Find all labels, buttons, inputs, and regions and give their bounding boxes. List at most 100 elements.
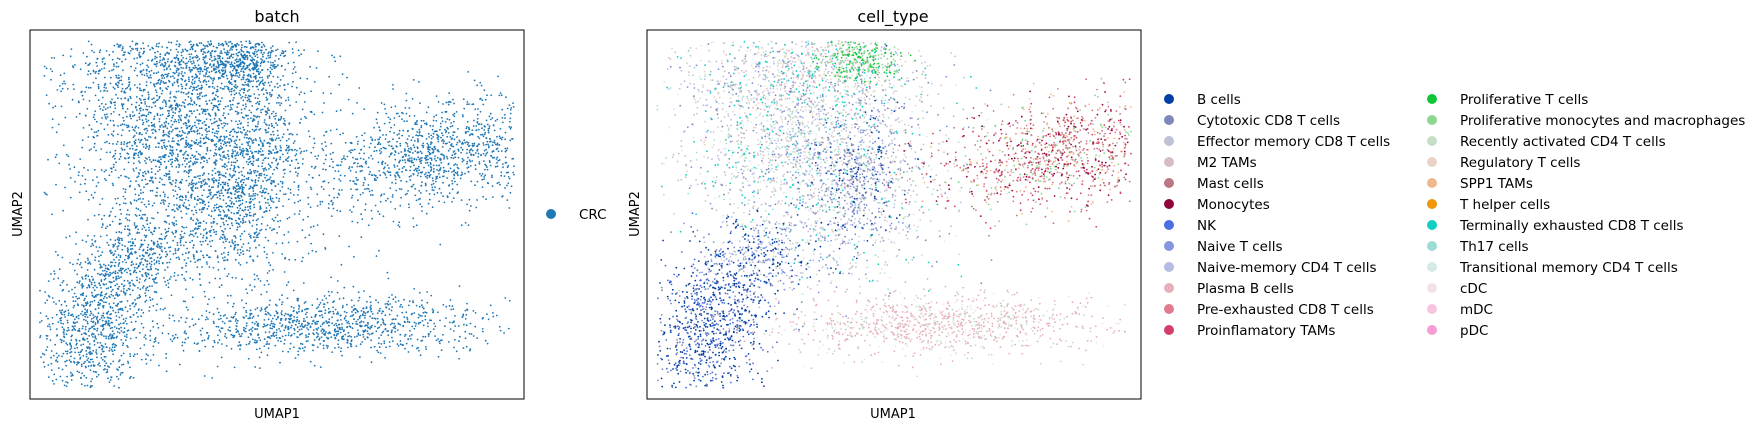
scatter-point — [120, 143, 123, 146]
scatter-point — [408, 150, 411, 153]
scatter-point — [168, 178, 171, 181]
scatter-point — [389, 174, 392, 177]
scatter-point — [474, 184, 476, 187]
scatter-point — [322, 233, 325, 236]
scatter-point — [141, 133, 143, 136]
scatter-point — [177, 90, 180, 93]
scatter-point — [222, 66, 224, 69]
scatter-point — [435, 159, 437, 162]
scatter-point — [99, 263, 101, 266]
scatter-point — [429, 157, 431, 160]
scatter-point — [240, 88, 243, 90]
scatter-point — [304, 236, 307, 239]
scatter-point — [206, 254, 208, 257]
scatter-point — [135, 199, 138, 202]
scatter-point — [267, 54, 269, 57]
scatter-point — [285, 99, 287, 102]
scatter-point — [165, 105, 167, 108]
scatter-point — [142, 198, 145, 200]
scatter-point — [225, 130, 228, 132]
scatter-point — [266, 224, 269, 227]
scatter-point — [45, 67, 48, 70]
scatter-point — [116, 375, 118, 378]
scatter-point — [206, 108, 209, 111]
scatter-point — [417, 172, 420, 175]
scatter-point — [215, 179, 218, 182]
scatter-point — [193, 161, 196, 163]
scatter-point — [360, 236, 363, 239]
scatter-point — [336, 209, 339, 212]
scatter-point — [239, 207, 242, 210]
scatter-point — [256, 184, 258, 187]
scatter-point — [258, 115, 261, 118]
scatter-point — [276, 102, 278, 104]
scatter-point — [361, 169, 363, 172]
scatter-point — [167, 134, 169, 137]
scatter-point — [220, 192, 223, 195]
scatter-point — [249, 284, 252, 287]
scatter-point — [418, 131, 421, 134]
scatter-point — [230, 222, 233, 225]
scatter-point — [266, 77, 269, 79]
scatter-point — [453, 169, 456, 172]
scatter-point — [215, 143, 218, 145]
scatter-point — [221, 139, 224, 142]
scatter-point — [260, 174, 262, 177]
scatter-point — [272, 75, 275, 78]
scatter-point — [263, 139, 266, 142]
scatter-point — [478, 123, 481, 126]
scatter-point — [216, 222, 219, 225]
scatter-point — [260, 51, 263, 54]
scatter-point — [509, 120, 511, 123]
scatter-point — [221, 237, 224, 240]
scatter-point — [189, 157, 192, 160]
scatter-point — [424, 157, 426, 160]
scatter-point — [206, 75, 209, 78]
scatter-point — [242, 88, 245, 91]
scatter-point — [234, 157, 237, 160]
scatter-point — [253, 51, 256, 53]
scatter-point — [388, 155, 391, 158]
scatter-point — [159, 83, 162, 86]
scatter-point — [491, 117, 494, 119]
scatter-point — [232, 74, 234, 77]
scatter-point — [433, 168, 435, 170]
scatter-point — [157, 342, 160, 344]
scatter-point — [231, 48, 234, 51]
scatter-point — [177, 135, 179, 138]
scatter-point — [206, 243, 209, 246]
scatter-point — [202, 207, 204, 209]
scatter-point — [290, 132, 292, 135]
scatter-point — [371, 157, 374, 160]
scatter-point — [318, 174, 321, 177]
scatter-point — [266, 272, 269, 274]
scatter-point — [217, 42, 220, 45]
scatter-point — [173, 77, 176, 79]
scatter-point — [266, 75, 269, 78]
scatter-point — [85, 86, 88, 89]
scatter-point — [265, 131, 268, 134]
scatter-point — [404, 161, 407, 164]
scatter-point — [306, 77, 309, 80]
scatter-point — [154, 194, 157, 197]
scatter-point — [398, 188, 401, 190]
scatter-point — [47, 158, 49, 161]
scatter-point — [46, 337, 48, 340]
scatter-point — [430, 168, 433, 171]
scatter-point — [383, 193, 386, 196]
scatter-point — [181, 87, 184, 90]
scatter-point — [235, 143, 238, 146]
scatter-point — [148, 179, 151, 182]
scatter-point — [95, 70, 97, 73]
scatter-point — [218, 176, 221, 179]
scatter-point — [231, 176, 233, 179]
scatter-point — [222, 44, 225, 47]
scatter-point — [239, 131, 242, 133]
scatter-point — [176, 133, 179, 136]
scatter-point — [455, 143, 458, 146]
scatter-point — [233, 248, 236, 251]
scatter-point — [111, 182, 114, 185]
scatter-point — [289, 188, 292, 191]
scatter-point — [255, 74, 257, 77]
scatter-point — [222, 241, 225, 244]
